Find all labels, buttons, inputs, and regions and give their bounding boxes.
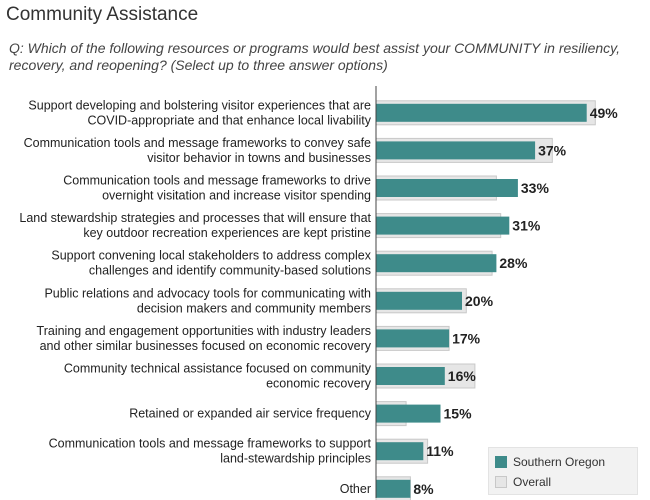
bar-southern-oregon-6 [376, 329, 450, 348]
data-label-2: 33% [521, 180, 550, 196]
category-label-3-line-0: Land stewardship strategies and processe… [19, 211, 371, 225]
bar-southern-oregon-3 [376, 216, 510, 235]
legend-item-overall: Overall [495, 475, 551, 489]
legend-label-overall: Overall [513, 475, 552, 489]
bar-southern-oregon-2 [376, 179, 518, 197]
category-label-7-line-0: Community technical assistance focused o… [64, 362, 372, 376]
category-label-9-line-0: Communication tools and message framewor… [49, 437, 372, 451]
data-label-8: 15% [444, 406, 473, 422]
bar-southern-oregon-0 [376, 103, 587, 122]
category-label-10-line-0: Other [340, 482, 371, 496]
data-label-7: 16% [448, 368, 477, 384]
data-label-6: 17% [452, 330, 481, 346]
data-label-9: 11% [426, 443, 454, 459]
bar-southern-oregon-10 [376, 479, 411, 498]
category-label-4-line-1: challenges and identify community-based … [89, 264, 371, 278]
legend-label-southern-oregon: Southern Oregon [513, 455, 606, 469]
data-label-1: 37% [538, 142, 567, 158]
data-label-10: 8% [413, 481, 434, 497]
category-label-6-line-0: Training and engagement opportunities wi… [37, 324, 371, 338]
bar-southern-oregon-5 [376, 291, 462, 310]
chart-legend: Southern Oregon Overall [488, 447, 638, 495]
category-label-9-line-1: land-stewardship principles [220, 452, 371, 466]
category-label-0-line-1: COVID-appropriate and that enhance local… [88, 113, 372, 127]
category-label-8-line-0: Retained or expanded air service frequen… [129, 407, 372, 421]
data-label-0: 49% [590, 105, 619, 121]
bar-southern-oregon-4 [376, 254, 497, 273]
legend-swatch-overall [495, 476, 507, 488]
category-label-5-line-0: Public relations and advocacy tools for … [44, 286, 371, 300]
category-label-1-line-1: visitor behavior in towns and businesses [147, 151, 371, 165]
legend-item-southern-oregon: Southern Oregon [495, 455, 605, 469]
category-label-2-line-0: Communication tools and message framewor… [63, 174, 371, 188]
category-label-4-line-0: Support convening local stakeholders to … [51, 249, 371, 263]
category-label-5-line-1: decision makers and community members [137, 301, 371, 315]
survey-question: Q: Which of the following resources or p… [9, 40, 621, 73]
bar-southern-oregon-9 [376, 442, 424, 461]
bar-southern-oregon-1 [376, 141, 536, 160]
data-label-4: 28% [499, 255, 528, 271]
category-label-6-line-1: and other similar businesses focused on … [40, 339, 372, 353]
data-label-5: 20% [465, 293, 494, 309]
page-title: Community Assistance [6, 4, 199, 25]
category-label-7-line-1: economic recovery [266, 377, 372, 391]
category-label-2-line-1: overnight visitation and increase visito… [102, 189, 371, 203]
category-label-3-line-1: key outdoor recreation experiences are k… [83, 226, 371, 240]
category-label-0-line-0: Support developing and bolstering visito… [28, 98, 371, 112]
category-label-1-line-0: Communication tools and message framewor… [24, 136, 371, 150]
bar-southern-oregon-8 [376, 404, 441, 423]
legend-swatch-southern-oregon [495, 456, 507, 468]
data-label-3: 31% [512, 218, 541, 234]
bar-southern-oregon-7 [376, 367, 445, 385]
